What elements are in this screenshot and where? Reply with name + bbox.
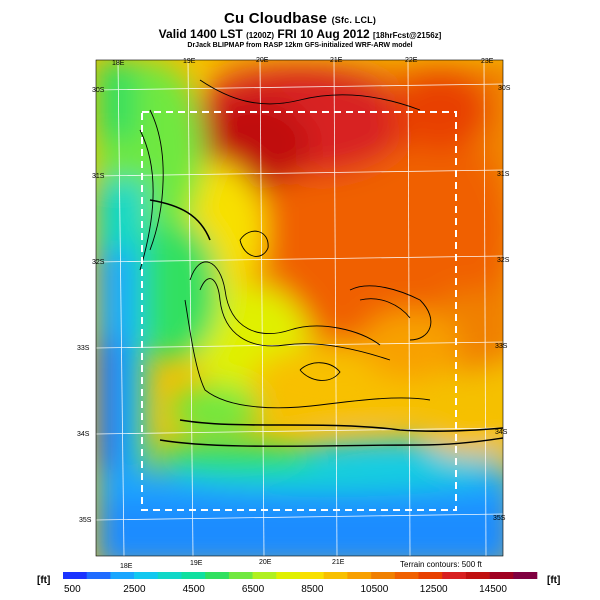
lat-left-2: 32S <box>92 259 105 266</box>
lat-left-3: 33S <box>77 345 90 352</box>
lon-top-2: 20E <box>256 57 269 64</box>
color-field <box>96 60 503 556</box>
colorbar-swatch <box>371 572 396 579</box>
unit-label-right: [ft] <box>547 575 561 586</box>
colorbar-swatch <box>205 572 230 579</box>
plot-frame <box>95 59 504 557</box>
colorbar-swatch <box>157 572 182 579</box>
colorbar-swatch <box>300 572 324 579</box>
colorbar-swatch <box>63 572 87 579</box>
terrain-contours <box>139 79 504 447</box>
unit-label-left: [ft] <box>37 575 51 586</box>
model-credit: DrJack BLIPMAP from RASP 12km GFS-initia… <box>187 42 413 49</box>
valid-time-line: Valid 1400 LST (1200Z) FRI 10 Aug 2012 [… <box>0 27 600 41</box>
colorbar-swatch <box>347 572 372 579</box>
colorbar-tick-label: 2500 <box>123 584 146 595</box>
colorbar-swatch <box>513 572 538 579</box>
forecast-info: [18hrFcst@2156z] <box>373 31 442 40</box>
colorbar-swatch <box>134 572 159 579</box>
model-domain-boundary <box>141 111 457 511</box>
lat-left-1: 31S <box>92 173 105 180</box>
valid-label: Valid 1400 LST <box>158 27 243 41</box>
map-title: Cu Cloudbase (Sfc. LCL) <box>0 10 600 27</box>
title-suffix: (Sfc. LCL) <box>331 15 377 25</box>
colorbar-tick-label: 10500 <box>360 584 389 595</box>
valid-utc: (1200Z) <box>246 31 275 40</box>
lat-right-1: 31S <box>497 171 510 178</box>
colorbar-tick-label: 6500 <box>241 584 265 595</box>
lat-left-0: 30S <box>92 87 105 94</box>
valid-date: FRI 10 Aug 2012 <box>277 27 370 41</box>
colorbar-tick-label: 12500 <box>419 584 448 595</box>
colorbar <box>63 572 538 579</box>
colorbar-swatch <box>276 572 301 579</box>
colorbar-tick-label: 4500 <box>182 584 205 595</box>
lat-right-2: 32S <box>497 257 510 264</box>
terrain-contour-note: Terrain contours: 500 ft <box>400 560 482 569</box>
lat-right-3: 33S <box>495 343 508 350</box>
lat-right-5: 35S <box>493 515 506 522</box>
longitude-labels-bottom: 18E 19E 20E 21E <box>120 559 345 570</box>
latitude-labels-right: 30S 31S 32S 33S 34S 35S <box>493 85 511 522</box>
colorbar-swatch <box>110 572 135 579</box>
colorbar-tick-label: 14500 <box>479 584 507 595</box>
colorbar-swatch <box>86 572 111 579</box>
colorbar-swatch <box>323 572 348 579</box>
colorbar-swatch <box>228 572 253 579</box>
lon-bottom-3: 21E <box>332 559 345 566</box>
latitude-labels-left: 30S 31S 32S 33S 34S 35S <box>77 87 105 524</box>
colorbar-swatch <box>418 572 443 579</box>
colorbar-swatch <box>465 572 490 579</box>
lat-left-5: 35S <box>79 517 92 524</box>
lat-right-4: 34S <box>495 429 508 436</box>
lon-bottom-2: 20E <box>259 559 272 566</box>
lon-bottom-1: 19E <box>190 560 203 567</box>
colorbar-swatch <box>394 572 419 579</box>
lon-bottom-0: 18E <box>120 563 133 570</box>
lon-top-4: 22E <box>405 57 418 64</box>
colorbar-swatch <box>442 572 467 579</box>
lon-top-0: 18E <box>112 60 125 67</box>
colorbar-tick-label: 8500 <box>301 584 324 595</box>
title-text: Cu Cloudbase <box>223 10 328 27</box>
lon-top-5: 23E <box>481 58 494 65</box>
longitude-labels-top: 18E 19E 20E 21E 22E 23E <box>112 57 494 67</box>
colorbar-swatch <box>489 572 514 579</box>
lat-left-4: 34S <box>77 431 90 438</box>
colorbar-tick-label: 500 <box>64 584 81 595</box>
colorbar-swatch <box>252 572 277 579</box>
lon-top-3: 21E <box>330 57 343 64</box>
graticule <box>95 59 504 557</box>
lat-right-0: 30S <box>498 85 511 92</box>
lon-top-1: 19E <box>183 58 196 65</box>
colorbar-swatch <box>181 572 206 579</box>
